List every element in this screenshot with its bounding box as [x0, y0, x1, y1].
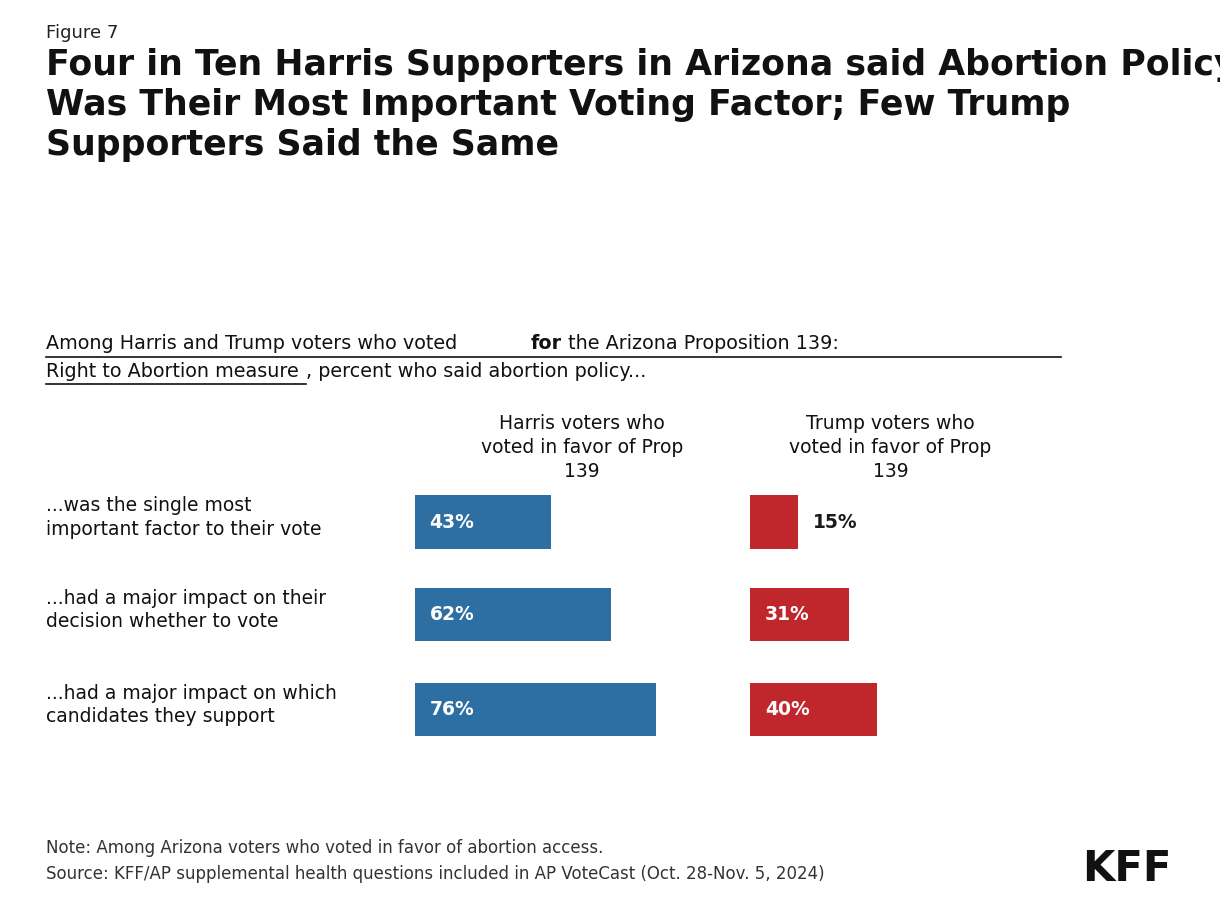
Text: Harris voters who
voted in favor of Prop
139: Harris voters who voted in favor of Prop…: [481, 414, 683, 481]
Text: Source: KFF/AP supplemental health questions included in AP VoteCast (Oct. 28-No: Source: KFF/AP supplemental health quest…: [46, 865, 825, 882]
Text: the Arizona Proposition 139:: the Arizona Proposition 139:: [562, 334, 839, 354]
Text: Figure 7: Figure 7: [46, 24, 118, 42]
Text: ...was the single most
important factor to their vote: ...was the single most important factor …: [46, 496, 322, 539]
Text: ...had a major impact on which
candidates they support: ...had a major impact on which candidate…: [46, 684, 337, 726]
Text: Four in Ten Harris Supporters in Arizona said Abortion Policy
Was Their Most Imp: Four in Ten Harris Supporters in Arizona…: [46, 48, 1220, 162]
Text: 76%: 76%: [429, 700, 475, 719]
Text: 40%: 40%: [765, 700, 810, 719]
Text: 62%: 62%: [429, 605, 475, 624]
Text: KFF: KFF: [1082, 848, 1171, 890]
Text: Trump voters who
voted in favor of Prop
139: Trump voters who voted in favor of Prop …: [789, 414, 992, 481]
Text: 31%: 31%: [765, 605, 810, 624]
Text: , percent who said abortion policy...: , percent who said abortion policy...: [306, 362, 647, 382]
Text: 15%: 15%: [813, 513, 858, 531]
Text: Among Harris and Trump voters who voted: Among Harris and Trump voters who voted: [46, 334, 464, 354]
Text: 43%: 43%: [429, 513, 475, 531]
Text: ...had a major impact on their
decision whether to vote: ...had a major impact on their decision …: [46, 589, 327, 631]
Text: Right to Abortion measure: Right to Abortion measure: [46, 362, 299, 382]
Text: for: for: [531, 334, 562, 354]
Text: Note: Among Arizona voters who voted in favor of abortion access.: Note: Among Arizona voters who voted in …: [46, 839, 604, 857]
